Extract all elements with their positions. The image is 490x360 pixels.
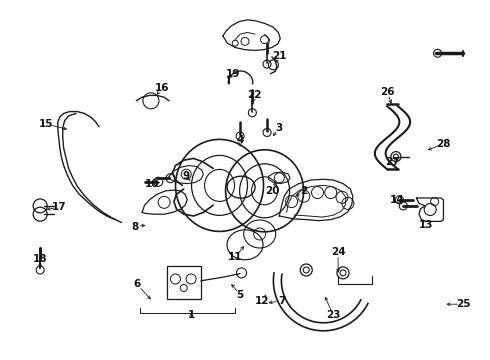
Text: 20: 20 — [265, 186, 279, 196]
Text: 6: 6 — [134, 279, 141, 289]
Text: 17: 17 — [51, 202, 66, 212]
Text: 14: 14 — [390, 195, 404, 205]
Text: 21: 21 — [272, 51, 287, 61]
Text: 2: 2 — [300, 186, 307, 196]
Text: 16: 16 — [154, 83, 169, 93]
Bar — [167, 266, 201, 299]
Text: 8: 8 — [131, 222, 138, 232]
Text: 13: 13 — [419, 220, 434, 230]
Text: 28: 28 — [436, 139, 451, 149]
Text: 24: 24 — [331, 247, 345, 257]
Text: 3: 3 — [276, 123, 283, 133]
Text: 22: 22 — [247, 90, 262, 100]
Text: 1: 1 — [188, 310, 195, 320]
Text: 11: 11 — [228, 252, 243, 262]
Text: 25: 25 — [456, 299, 470, 309]
Text: 26: 26 — [380, 87, 394, 97]
Text: 18: 18 — [33, 254, 48, 264]
Text: 4: 4 — [236, 135, 244, 145]
Text: 19: 19 — [225, 69, 240, 79]
Text: 5: 5 — [237, 290, 244, 300]
Text: 10: 10 — [145, 179, 159, 189]
Text: 9: 9 — [183, 171, 190, 181]
Text: 23: 23 — [326, 310, 341, 320]
Text: 12: 12 — [255, 296, 270, 306]
Text: 7: 7 — [278, 296, 286, 306]
Text: 15: 15 — [39, 119, 54, 129]
Text: 27: 27 — [385, 157, 399, 167]
